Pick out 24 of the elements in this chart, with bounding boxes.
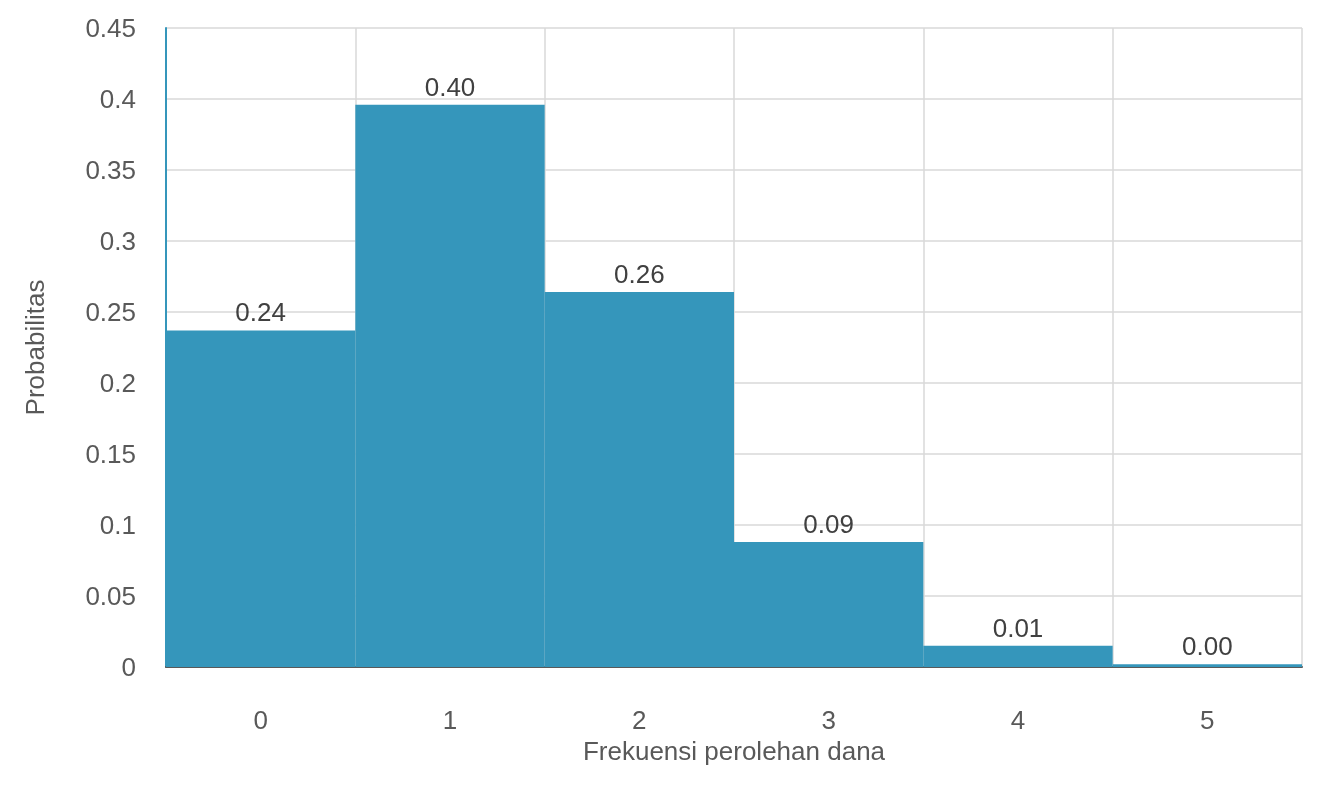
y-tick-label: 0.4	[99, 84, 136, 114]
y-tick-label: 0.1	[99, 510, 136, 540]
data-label: 0.01	[992, 612, 1044, 643]
x-tick-label: 2	[632, 705, 647, 735]
data-label: 0.40	[424, 71, 476, 102]
x-tick-label: 0	[253, 705, 268, 735]
x-tick-label: 3	[821, 705, 836, 735]
y-tick-label: 0.3	[99, 226, 136, 256]
x-tick-label: 4	[1010, 705, 1026, 735]
y-tick-label: 0.35	[85, 155, 136, 185]
data-label: 0.09	[803, 509, 854, 540]
y-tick-label: 0	[121, 652, 136, 682]
y-tick-label: 0.15	[85, 439, 136, 469]
x-tick-label: 5	[1200, 705, 1215, 735]
data-label: 0.24	[235, 297, 286, 328]
x-tick-label: 1	[442, 705, 458, 735]
y-axis-title: Probabilitas	[20, 279, 50, 416]
y-tick-label: 0.2	[99, 368, 136, 398]
y-tick-label: 0.05	[85, 581, 136, 611]
x-axis-title: Frekuensi perolehan dana	[582, 735, 886, 766]
data-label: 0.00	[1182, 631, 1233, 662]
y-tick-label: 0.25	[85, 297, 136, 327]
data-label: 0.26	[614, 259, 665, 290]
y-tick-label: 0.45	[85, 13, 136, 43]
